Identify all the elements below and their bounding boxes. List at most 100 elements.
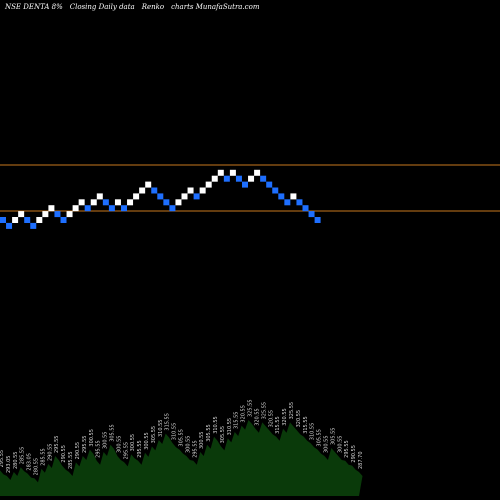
volume-value-label: 310.55 bbox=[172, 423, 178, 441]
renko-brick-down bbox=[302, 205, 309, 212]
renko-brick-up bbox=[290, 193, 297, 200]
renko-brick-up bbox=[127, 199, 134, 206]
volume-value-label: 325.55 bbox=[289, 402, 295, 420]
renko-brick-up bbox=[18, 211, 25, 218]
volume-value-label: 305.55 bbox=[206, 424, 212, 442]
renko-brick-up bbox=[205, 181, 212, 188]
volume-value-label: 320.55 bbox=[282, 408, 288, 426]
volume-value-label: 295.55 bbox=[82, 436, 88, 454]
renko-brick-down bbox=[278, 193, 285, 200]
renko-brick-down bbox=[169, 205, 176, 212]
volume-value-label: 310.55 bbox=[213, 416, 219, 434]
volume-value-label: 295.55 bbox=[192, 440, 198, 458]
volume-value-label: 300.55 bbox=[185, 436, 191, 454]
renko-brick-up bbox=[66, 211, 73, 218]
renko-brick-down bbox=[242, 181, 248, 188]
renko-brick-down bbox=[314, 217, 321, 223]
volume-value-label: 310.55 bbox=[227, 418, 233, 436]
renko-brick-up bbox=[114, 199, 121, 206]
volume-value-label: 315.55 bbox=[303, 416, 309, 434]
volume-panel: 295.55 293.05 280.55 285.55 283.05 280.55285.… bbox=[0, 400, 364, 496]
volume-value-label: 295.55 bbox=[0, 450, 5, 468]
renko-brick-up bbox=[78, 199, 85, 206]
volume-value-label: 315.55 bbox=[165, 413, 171, 431]
renko-brick-down bbox=[84, 205, 91, 212]
renko-brick-down bbox=[193, 193, 200, 200]
renko-brick-down bbox=[235, 175, 242, 182]
volume-value-label: 305.55 bbox=[110, 424, 116, 442]
volume-value-label: 293.05 bbox=[6, 456, 12, 474]
renko-brick-down bbox=[266, 181, 273, 188]
volume-value-label: 315.55 bbox=[234, 412, 240, 430]
volume-value-label: 285.55 bbox=[20, 447, 26, 465]
renko-brick-up bbox=[96, 193, 103, 200]
volume-value-label: 305.55 bbox=[317, 429, 323, 447]
renko-brick-up bbox=[90, 199, 97, 206]
renko-brick-up bbox=[181, 193, 188, 200]
renko-brick-down bbox=[60, 217, 67, 223]
renko-brick-up bbox=[36, 217, 43, 223]
volume-value-label: 305.55 bbox=[330, 428, 336, 446]
renko-brick-down bbox=[272, 187, 279, 194]
renko-brick-down bbox=[157, 193, 164, 200]
renko-brick-up bbox=[48, 205, 55, 212]
renko-brick-down bbox=[108, 205, 115, 212]
renko-brick-up bbox=[145, 181, 152, 188]
volume-value-label: 300.55 bbox=[324, 436, 330, 454]
volume-value-label: 320.55 bbox=[296, 410, 302, 428]
renko-brick-down bbox=[6, 222, 13, 229]
volume-value-label: 295.55 bbox=[96, 440, 102, 458]
volume-value-label: 280.55 bbox=[34, 458, 40, 476]
renko-brick-down bbox=[0, 217, 6, 223]
volume-value-label: 300.55 bbox=[144, 432, 150, 450]
symbol-label: NSE DENTA 8% bbox=[5, 3, 63, 11]
renko-brick-up bbox=[211, 175, 218, 182]
renko-brick-up bbox=[139, 187, 146, 194]
renko-brick-down bbox=[151, 187, 158, 194]
renko-brick-down bbox=[223, 175, 230, 182]
volume-value-label: 305.55 bbox=[220, 426, 226, 444]
volume-value-label: 287.70 bbox=[358, 452, 364, 470]
volume-value-label: 320.55 bbox=[268, 410, 274, 428]
volume-value-label: 295.55 bbox=[137, 440, 143, 458]
volume-value-label: 283.05 bbox=[27, 453, 33, 471]
volume-value-label: 290.55 bbox=[351, 445, 357, 463]
renko-brick-up bbox=[248, 175, 255, 182]
renko-brick-up bbox=[72, 205, 79, 212]
volume-value-label: 300.55 bbox=[89, 429, 95, 447]
volume-value-label: 300.55 bbox=[337, 436, 343, 454]
renko-brick-up bbox=[133, 193, 140, 200]
renko-brick-up bbox=[175, 199, 182, 206]
renko-brick-up bbox=[199, 187, 206, 194]
renko-brick-down bbox=[308, 211, 315, 218]
site-label: charts MunafaSutra.com bbox=[171, 3, 260, 11]
volume-value-label: 285.55 bbox=[68, 452, 74, 470]
volume-value-label: 290.55 bbox=[75, 442, 81, 460]
renko-brick-up bbox=[187, 187, 194, 194]
volume-value-label: 290.55 bbox=[47, 444, 53, 462]
renko-brick-up bbox=[254, 169, 261, 176]
volume-value-label: 310.55 bbox=[310, 423, 316, 441]
volume-value-label: 315.55 bbox=[275, 416, 281, 434]
volume-value-label: 300.55 bbox=[199, 432, 205, 450]
volume-value-label: 285.55 bbox=[40, 448, 46, 466]
volume-area bbox=[0, 420, 363, 496]
volume-value-label: 300.55 bbox=[130, 434, 136, 452]
brick-series bbox=[0, 169, 321, 229]
volume-value-label: 300.55 bbox=[103, 432, 109, 450]
volume-value-label: 320.55 bbox=[241, 405, 247, 423]
renko-brick-up bbox=[12, 217, 19, 223]
renko-brick-down bbox=[102, 199, 109, 206]
volume-value-label: 310.55 bbox=[158, 420, 164, 438]
renko-brick-down bbox=[121, 205, 127, 212]
renko-brick-down bbox=[284, 199, 291, 206]
renko-brick-up bbox=[217, 169, 224, 176]
renko-brick-up bbox=[229, 169, 236, 176]
chart-header: NSE DENTA 8% Closing Daily data Renko chart… bbox=[5, 3, 266, 11]
volume-value-label: 320.55 bbox=[254, 408, 260, 426]
renko-brick-down bbox=[54, 211, 61, 218]
renko-brick-up bbox=[42, 211, 49, 218]
volume-value-label: 280.55 bbox=[13, 452, 19, 470]
renko-brick-down bbox=[163, 199, 170, 206]
